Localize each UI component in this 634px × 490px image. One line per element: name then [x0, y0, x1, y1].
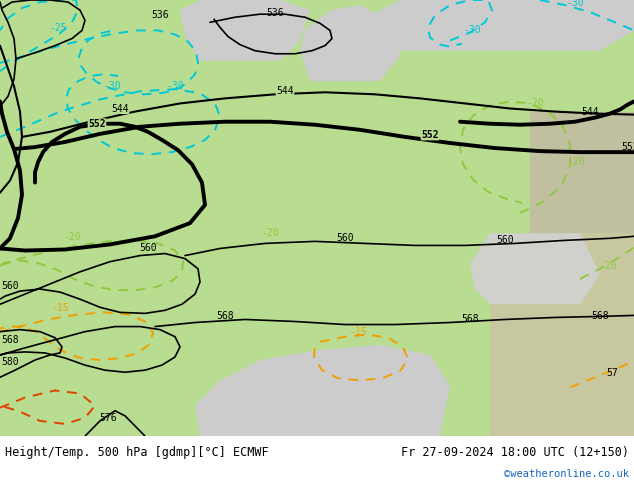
Text: Fr 27-09-2024 18:00 UTC (12+150): Fr 27-09-2024 18:00 UTC (12+150): [401, 445, 629, 459]
Text: -20: -20: [63, 232, 81, 243]
Text: -20: -20: [567, 157, 585, 167]
Text: 568: 568: [216, 312, 234, 321]
Text: 560: 560: [336, 233, 354, 244]
Polygon shape: [300, 5, 400, 81]
Text: 568: 568: [461, 315, 479, 324]
Text: 576: 576: [99, 413, 117, 423]
Text: -25: -25: [49, 24, 67, 33]
Polygon shape: [195, 345, 450, 436]
Text: 57: 57: [606, 368, 618, 378]
Text: -20: -20: [599, 261, 617, 270]
Text: 544: 544: [111, 103, 129, 114]
Text: -15: -15: [349, 327, 367, 337]
Text: -30: -30: [103, 81, 121, 91]
Text: 568: 568: [591, 312, 609, 321]
Text: 552: 552: [621, 142, 634, 152]
Text: 552: 552: [88, 119, 106, 129]
Text: 580: 580: [1, 357, 19, 367]
Text: -30: -30: [566, 0, 584, 8]
Text: 560: 560: [496, 235, 514, 245]
Polygon shape: [365, 0, 520, 50]
Polygon shape: [490, 233, 634, 436]
Polygon shape: [180, 0, 300, 61]
Text: 560: 560: [139, 244, 157, 253]
Text: Height/Temp. 500 hPa [gdmp][°C] ECMWF: Height/Temp. 500 hPa [gdmp][°C] ECMWF: [5, 445, 269, 459]
Text: -20: -20: [261, 228, 279, 238]
Text: -30: -30: [463, 25, 481, 35]
Text: 544: 544: [581, 106, 598, 117]
Polygon shape: [470, 233, 600, 304]
Polygon shape: [0, 0, 634, 436]
Text: -20: -20: [526, 98, 544, 108]
Text: 552: 552: [421, 130, 439, 140]
Text: 536: 536: [151, 10, 169, 20]
Text: -30: -30: [166, 81, 184, 91]
Polygon shape: [480, 0, 634, 50]
Text: 568: 568: [1, 335, 19, 345]
Text: 536: 536: [266, 8, 284, 18]
Text: 544: 544: [276, 86, 294, 96]
Text: ©weatheronline.co.uk: ©weatheronline.co.uk: [504, 469, 629, 479]
Text: -15: -15: [51, 303, 69, 313]
Text: 560: 560: [1, 281, 19, 291]
Polygon shape: [215, 0, 310, 41]
Polygon shape: [530, 112, 634, 233]
